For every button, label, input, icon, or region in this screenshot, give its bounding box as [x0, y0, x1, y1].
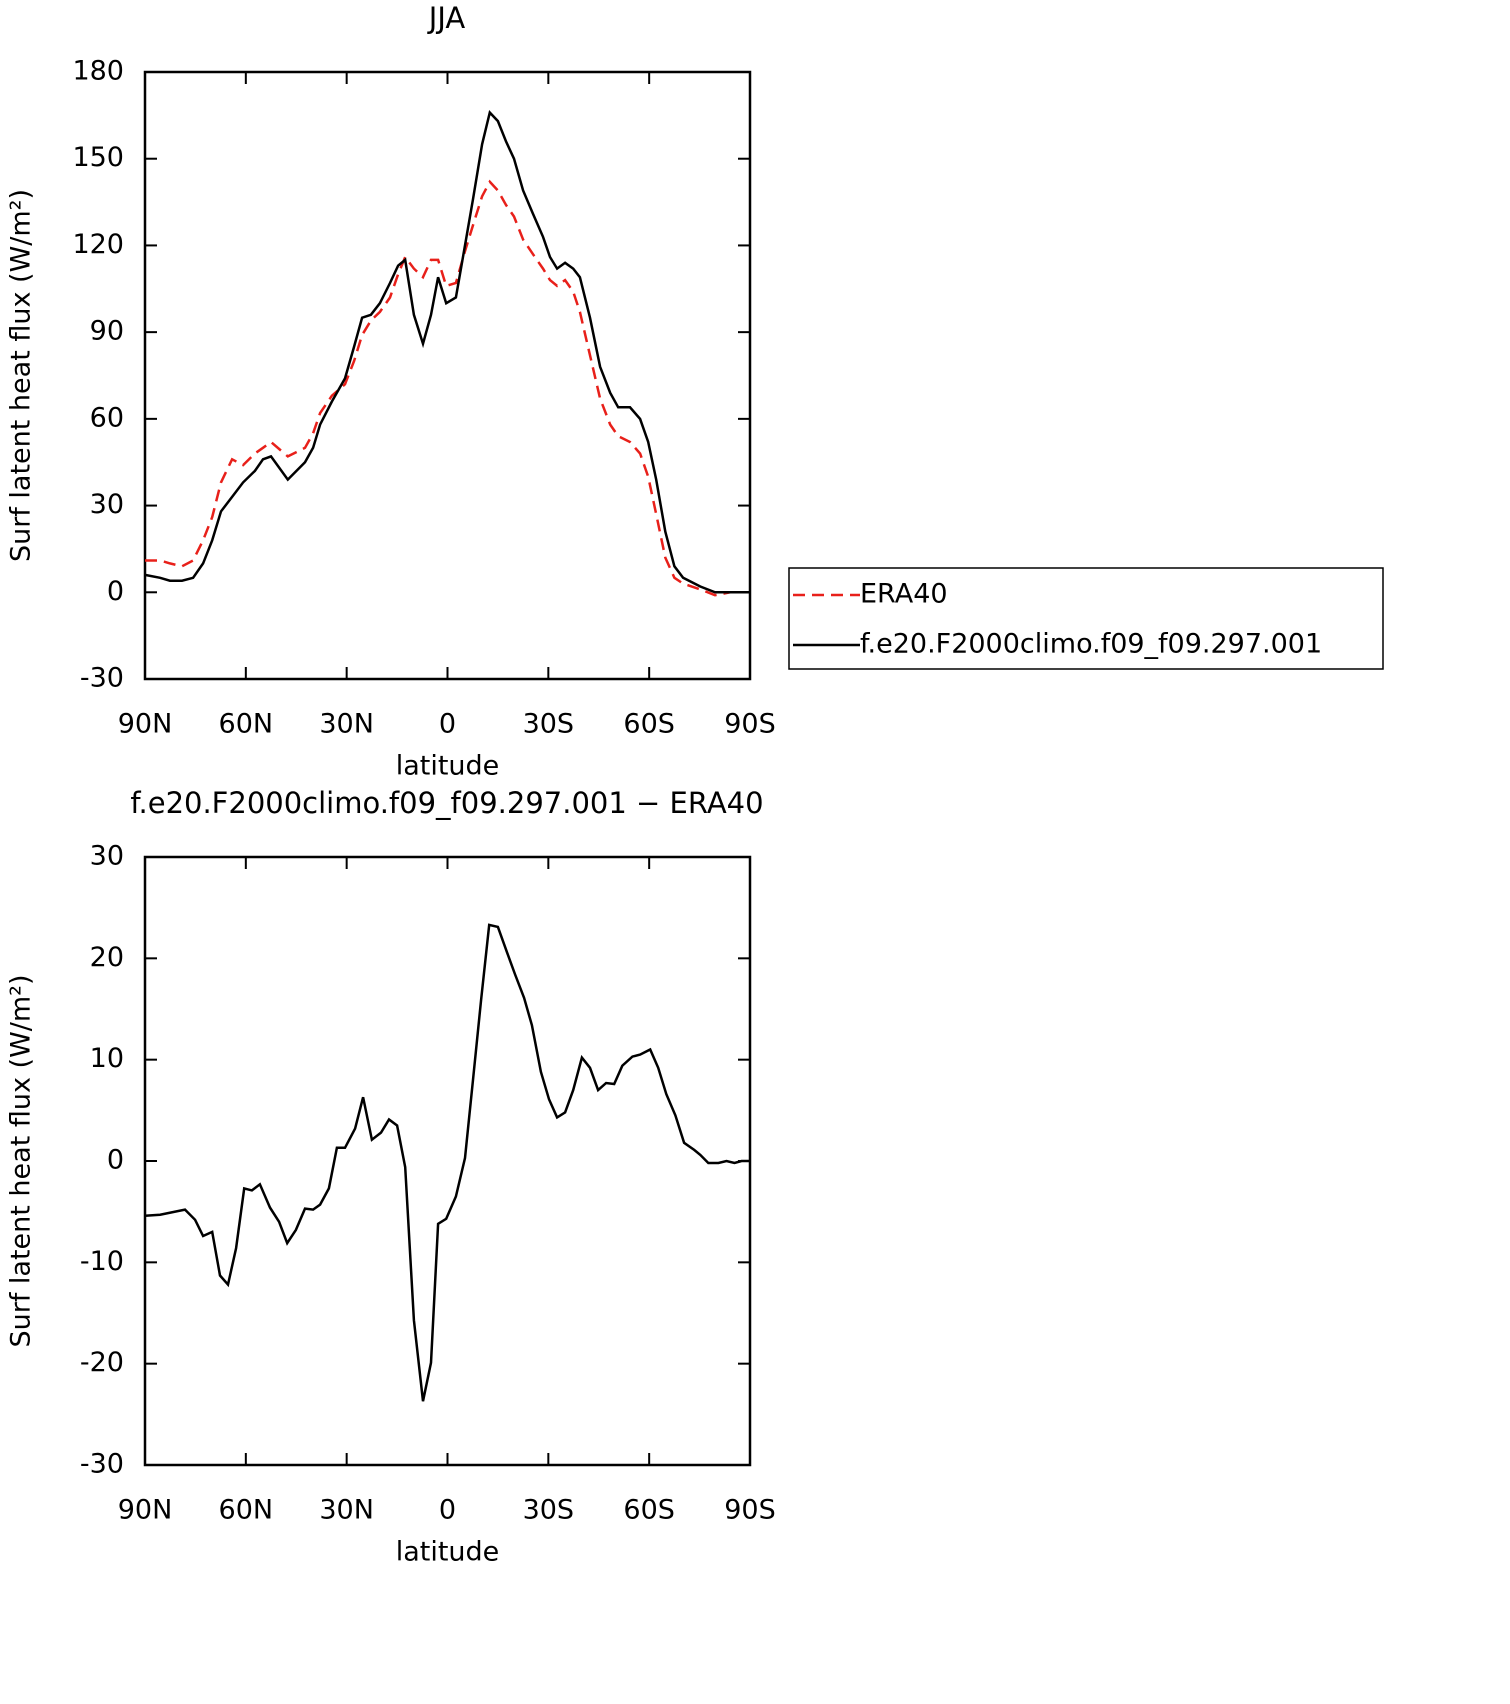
data-line: [144, 923, 750, 1402]
legend-label: f.e20.F2000climo.f09_f09.297.001: [860, 629, 1322, 660]
x-tick-label: 60N: [219, 1495, 274, 1526]
x-tick-label: 0: [439, 709, 456, 740]
plot-frame: [143, 70, 752, 681]
x-axis-title: latitude: [396, 1537, 500, 1568]
x-tick-label: 30N: [319, 1495, 374, 1526]
x-tick-label: 60S: [623, 709, 675, 740]
y-tick-label: 60: [90, 402, 124, 433]
y-axis-title: Surf latent heat flux (W/m²): [6, 189, 37, 562]
legend-label: ERA40: [860, 579, 948, 610]
y-tick-label: 150: [72, 142, 124, 173]
x-tick-label: 60S: [623, 1495, 675, 1526]
y-tick-label: -30: [80, 663, 124, 694]
y-tick-label: 120: [72, 229, 124, 260]
x-tick-label: 90S: [724, 709, 776, 740]
legend-box: [788, 567, 1384, 670]
y-tick-label: 0: [107, 1145, 124, 1176]
x-tick-label: 30S: [523, 1495, 575, 1526]
x-tick-label: 90N: [118, 709, 173, 740]
y-tick-label: -30: [80, 1449, 124, 1480]
data-line: [144, 109, 750, 594]
x-tick-label: 90S: [724, 1495, 776, 1526]
x-tick-label: 30N: [319, 709, 374, 740]
y-tick-label: 0: [107, 576, 124, 607]
y-tick-label: -20: [80, 1347, 124, 1378]
data-line: [145, 179, 750, 597]
y-tick-label: 30: [90, 489, 124, 520]
y-axis-title: Surf latent heat flux (W/m²): [6, 974, 37, 1347]
y-tick-label: 30: [90, 841, 124, 872]
x-axis-title: latitude: [396, 751, 500, 782]
x-tick-label: 90N: [118, 1495, 173, 1526]
y-tick-label: 20: [90, 942, 124, 973]
plot-frame: [143, 855, 752, 1467]
chart-title: JJA: [427, 1, 466, 35]
y-tick-label: 180: [72, 56, 124, 87]
chart-title: f.e20.F2000climo.f09_f09.297.001 − ERA40: [130, 786, 763, 820]
y-tick-label: -10: [80, 1246, 124, 1277]
x-tick-label: 60N: [219, 709, 274, 740]
y-tick-label: 90: [90, 316, 124, 347]
x-tick-label: 0: [439, 1495, 456, 1526]
x-tick-label: 30S: [523, 709, 575, 740]
y-tick-label: 10: [90, 1043, 124, 1074]
